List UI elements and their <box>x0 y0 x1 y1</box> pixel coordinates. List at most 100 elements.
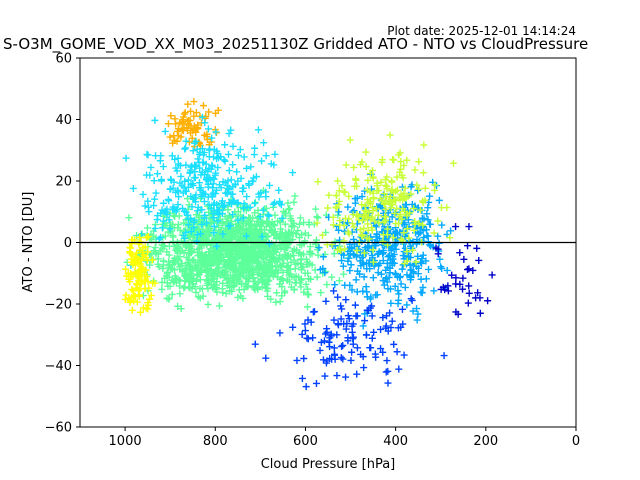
data-point <box>271 222 279 230</box>
data-point <box>422 226 430 234</box>
data-point <box>465 289 473 297</box>
data-point <box>373 230 381 238</box>
data-point <box>186 117 194 125</box>
data-point <box>213 201 221 209</box>
data-point <box>304 269 312 277</box>
data-point <box>170 278 178 286</box>
data-point <box>125 275 133 283</box>
data-point <box>209 180 217 188</box>
data-point <box>150 201 158 209</box>
data-point <box>221 239 229 247</box>
data-point <box>132 280 140 288</box>
data-point <box>444 287 452 295</box>
data-point <box>274 267 282 275</box>
data-point <box>250 231 258 239</box>
data-point <box>382 322 390 330</box>
data-point <box>330 344 338 352</box>
data-point <box>273 289 281 297</box>
data-point <box>169 184 177 192</box>
data-point <box>344 203 352 211</box>
data-point <box>229 142 237 150</box>
data-point <box>405 234 413 242</box>
data-point <box>447 227 455 235</box>
data-point <box>197 257 205 265</box>
data-point <box>213 261 221 269</box>
data-point <box>337 315 345 323</box>
data-point <box>270 231 278 239</box>
data-point <box>211 171 219 179</box>
data-point <box>149 279 157 287</box>
data-point <box>358 232 366 240</box>
data-point <box>196 164 204 172</box>
data-point <box>397 280 405 288</box>
data-point <box>175 193 183 201</box>
data-point <box>144 203 152 211</box>
data-point <box>205 164 213 172</box>
data-point <box>360 249 368 257</box>
data-point <box>371 350 379 358</box>
data-point <box>195 179 203 187</box>
data-point <box>383 274 391 282</box>
data-point <box>196 285 204 293</box>
data-point <box>353 182 361 190</box>
data-point <box>414 310 422 318</box>
data-point <box>328 273 336 281</box>
data-point <box>361 317 369 325</box>
data-point <box>419 221 427 229</box>
data-point <box>422 275 430 283</box>
data-point <box>236 266 244 274</box>
data-point <box>415 185 423 193</box>
data-point <box>190 112 198 120</box>
data-point <box>396 211 404 219</box>
data-point <box>322 297 330 305</box>
data-point <box>157 209 165 217</box>
data-point <box>205 277 213 285</box>
data-point <box>395 151 403 159</box>
data-point <box>443 204 451 212</box>
data-point <box>383 259 391 267</box>
data-point <box>421 196 429 204</box>
data-point <box>226 252 234 260</box>
data-point <box>390 250 398 258</box>
data-point <box>325 191 333 199</box>
data-point <box>269 200 277 208</box>
data-point <box>250 151 258 159</box>
data-point <box>378 197 386 205</box>
data-point <box>418 255 426 263</box>
data-point <box>268 269 276 277</box>
data-point <box>304 290 312 298</box>
data-point <box>382 213 390 221</box>
data-point <box>364 176 372 184</box>
data-point <box>333 372 341 380</box>
data-point <box>415 219 423 227</box>
data-point <box>409 307 417 315</box>
data-point <box>345 254 353 262</box>
data-point <box>174 224 182 232</box>
data-point <box>371 217 379 225</box>
y-tick-label: −40 <box>45 359 72 374</box>
data-point <box>251 257 259 265</box>
data-point <box>182 187 190 195</box>
y-tick-label: 20 <box>55 175 72 190</box>
data-point <box>386 131 394 139</box>
data-point <box>198 191 206 199</box>
data-point <box>187 124 195 132</box>
data-point <box>151 195 159 203</box>
data-point <box>401 184 409 192</box>
data-point <box>250 174 258 182</box>
data-point <box>150 177 158 185</box>
data-point <box>187 265 195 273</box>
data-point <box>345 315 353 323</box>
data-point <box>251 340 259 348</box>
data-point <box>200 214 208 222</box>
data-point <box>370 328 378 336</box>
data-point <box>258 253 266 261</box>
data-point <box>438 264 446 272</box>
data-point <box>151 224 159 232</box>
data-point <box>366 295 374 303</box>
data-point <box>369 246 377 254</box>
data-point <box>218 210 226 218</box>
data-point <box>187 163 195 171</box>
data-point <box>281 209 289 217</box>
data-point <box>193 237 201 245</box>
